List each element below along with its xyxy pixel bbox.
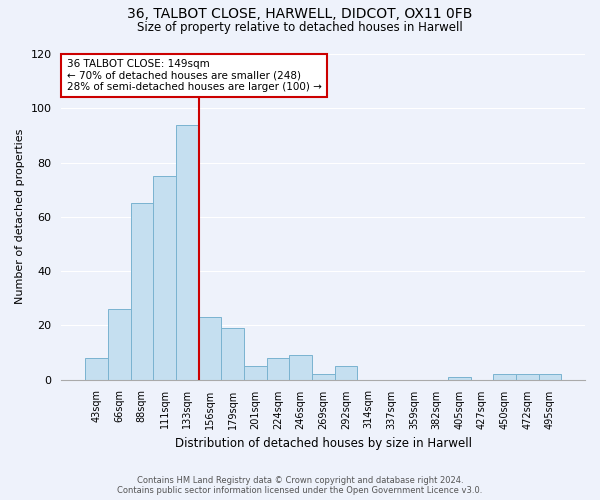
Bar <box>108 309 131 380</box>
Bar <box>244 366 266 380</box>
Bar <box>176 124 199 380</box>
Bar <box>266 358 289 380</box>
Bar <box>85 358 108 380</box>
Bar <box>221 328 244 380</box>
Text: Size of property relative to detached houses in Harwell: Size of property relative to detached ho… <box>137 21 463 34</box>
Text: 36, TALBOT CLOSE, HARWELL, DIDCOT, OX11 0FB: 36, TALBOT CLOSE, HARWELL, DIDCOT, OX11 … <box>127 8 473 22</box>
Bar <box>153 176 176 380</box>
Bar <box>448 377 470 380</box>
Bar <box>335 366 357 380</box>
Bar <box>289 355 312 380</box>
Bar <box>539 374 561 380</box>
Bar <box>516 374 539 380</box>
Bar <box>199 317 221 380</box>
X-axis label: Distribution of detached houses by size in Harwell: Distribution of detached houses by size … <box>175 437 472 450</box>
Text: 36 TALBOT CLOSE: 149sqm
← 70% of detached houses are smaller (248)
28% of semi-d: 36 TALBOT CLOSE: 149sqm ← 70% of detache… <box>67 59 322 92</box>
Bar <box>131 203 153 380</box>
Bar <box>312 374 335 380</box>
Y-axis label: Number of detached properties: Number of detached properties <box>15 129 25 304</box>
Bar <box>493 374 516 380</box>
Text: Contains HM Land Registry data © Crown copyright and database right 2024.
Contai: Contains HM Land Registry data © Crown c… <box>118 476 482 495</box>
